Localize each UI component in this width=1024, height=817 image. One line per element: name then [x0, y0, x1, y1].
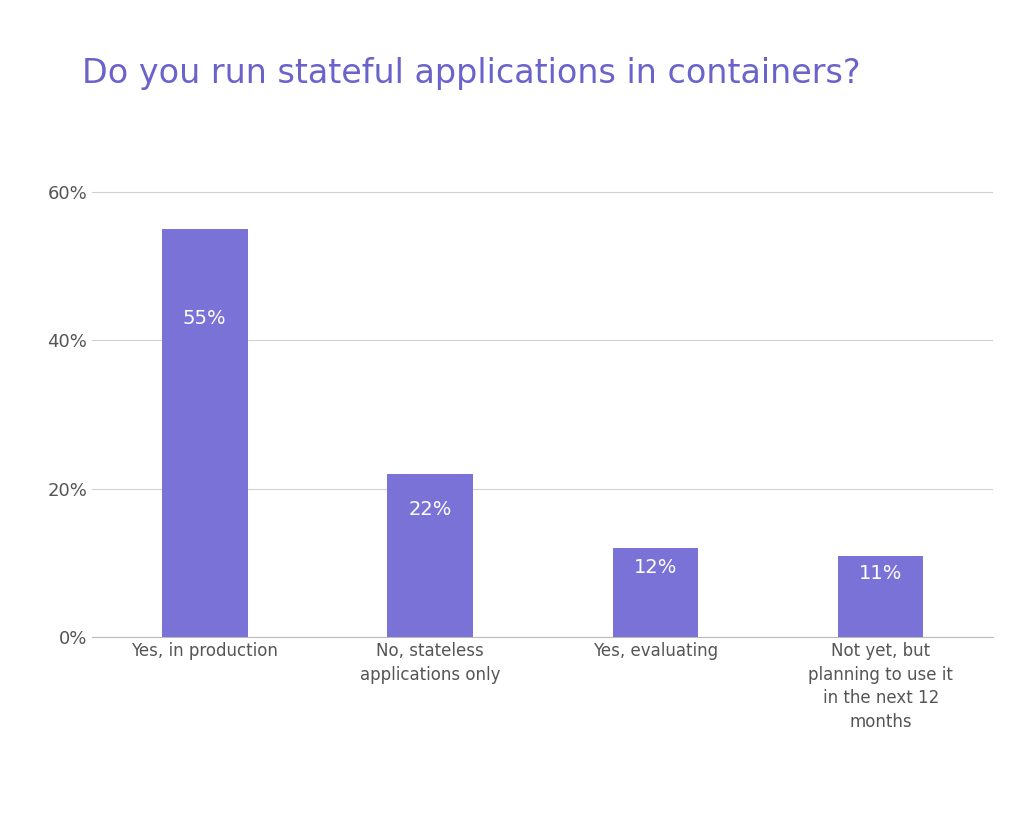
Bar [612, 548, 698, 637]
Text: 22%: 22% [409, 500, 452, 520]
Bar [838, 556, 924, 637]
Bar [387, 474, 473, 637]
Text: 12%: 12% [634, 558, 677, 578]
Text: 55%: 55% [183, 309, 226, 328]
Text: Do you run stateful applications in containers?: Do you run stateful applications in cont… [82, 57, 860, 90]
Text: 11%: 11% [859, 564, 902, 583]
Bar [162, 229, 248, 637]
